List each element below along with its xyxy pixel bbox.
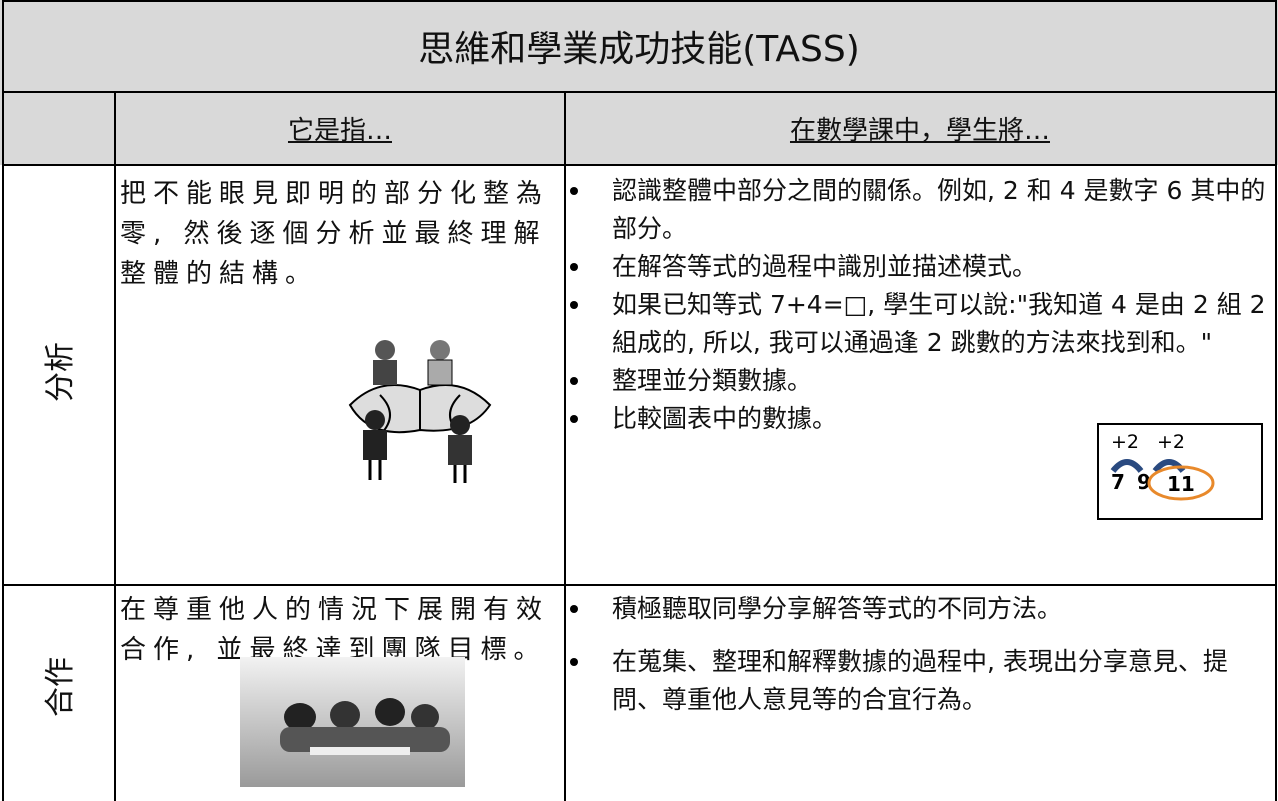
jump-label: +2 — [1157, 431, 1185, 453]
photo — [240, 657, 465, 787]
header-row — [0, 92, 1278, 165]
number: 9 — [1137, 470, 1151, 494]
column-header: 在數學課中，學生將… — [789, 116, 1050, 146]
row-label: 合作 — [43, 657, 78, 717]
bullet-list: 積極聽取同學分享解答等式的不同方法。在蒐集、整理和解釋數據的過程中, 表現出分享… — [570, 590, 1272, 719]
bullet-item: 在解答等式的過程中識別並描述模式。 — [570, 248, 1272, 286]
description-line: 零, 然後逐個分析並最終理解 — [120, 219, 547, 249]
bullet-item: 整理並分類數據。 — [570, 362, 1092, 400]
bullet-item: 如果已知等式 7+4=□, 學生可以說:"我知道 4 是由 2 組 2 組成的,… — [570, 286, 1267, 362]
description-line: 整體的結構。 — [120, 259, 319, 289]
puzzle-illustration — [348, 340, 492, 483]
description: 把不能眼見即明的部分化整為 零, 然後逐個分析並最終理解 整體的結構。 — [120, 174, 549, 294]
number: 11 — [1167, 472, 1195, 496]
bullet-item: 比較圖表中的數據。 — [570, 400, 1092, 438]
jump-label: +2 — [1111, 431, 1139, 453]
number: 7 — [1111, 470, 1125, 494]
inset-figure: +2 +2 7 9 11 — [1097, 423, 1263, 520]
description-line: 在尊重他人的情況下展開有效 — [120, 595, 550, 625]
column-header: 它是指… — [287, 116, 392, 146]
bullet-item: 積極聽取同學分享解答等式的不同方法。 — [570, 590, 1272, 628]
row-label: 分析 — [43, 342, 78, 402]
title: 思維和學業成功技能(TASS) — [0, 0, 1278, 92]
bullet-item: 認識整體中部分之間的關係。例如, 2 和 4 是數字 6 其中的部分。 — [570, 172, 1272, 248]
bullet-list: 認識整體中部分之間的關係。例如, 2 和 4 是數字 6 其中的部分。 在解答等式… — [570, 172, 1272, 438]
description-line: 把不能眼見即明的部分化整為 — [120, 179, 550, 209]
description: 在尊重他人的情況下展開有效 合作, 並最終達到團隊目標。 — [120, 590, 549, 670]
bullet-item: 在蒐集、整理和解釋數據的過程中, 表現出分享意見、提問、尊重他人意見等的合宜行為… — [570, 643, 1272, 719]
